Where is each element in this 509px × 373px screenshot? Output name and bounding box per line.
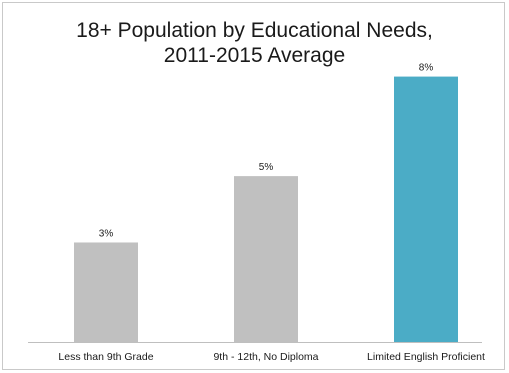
chart-title-line-2: 2011-2015 Average — [163, 44, 346, 67]
data-label-1: 3% — [99, 228, 114, 239]
x-tick-label-1: Less than 9th Grade — [58, 351, 153, 363]
bar-1 — [74, 242, 138, 342]
chart-title: 18+ Population by Educational Needs, 201… — [0, 18, 509, 68]
bar-3 — [394, 76, 458, 343]
x-tick-label-2: 9th - 12th, No Diploma — [213, 351, 318, 363]
x-tick-label-3: Limited English Proficient — [367, 351, 485, 363]
data-label-2: 5% — [259, 162, 274, 173]
data-label-3: 8% — [419, 63, 434, 74]
chart-title-line-1: 18+ Population by Educational Needs, — [76, 19, 433, 42]
bar-2 — [234, 176, 298, 342]
